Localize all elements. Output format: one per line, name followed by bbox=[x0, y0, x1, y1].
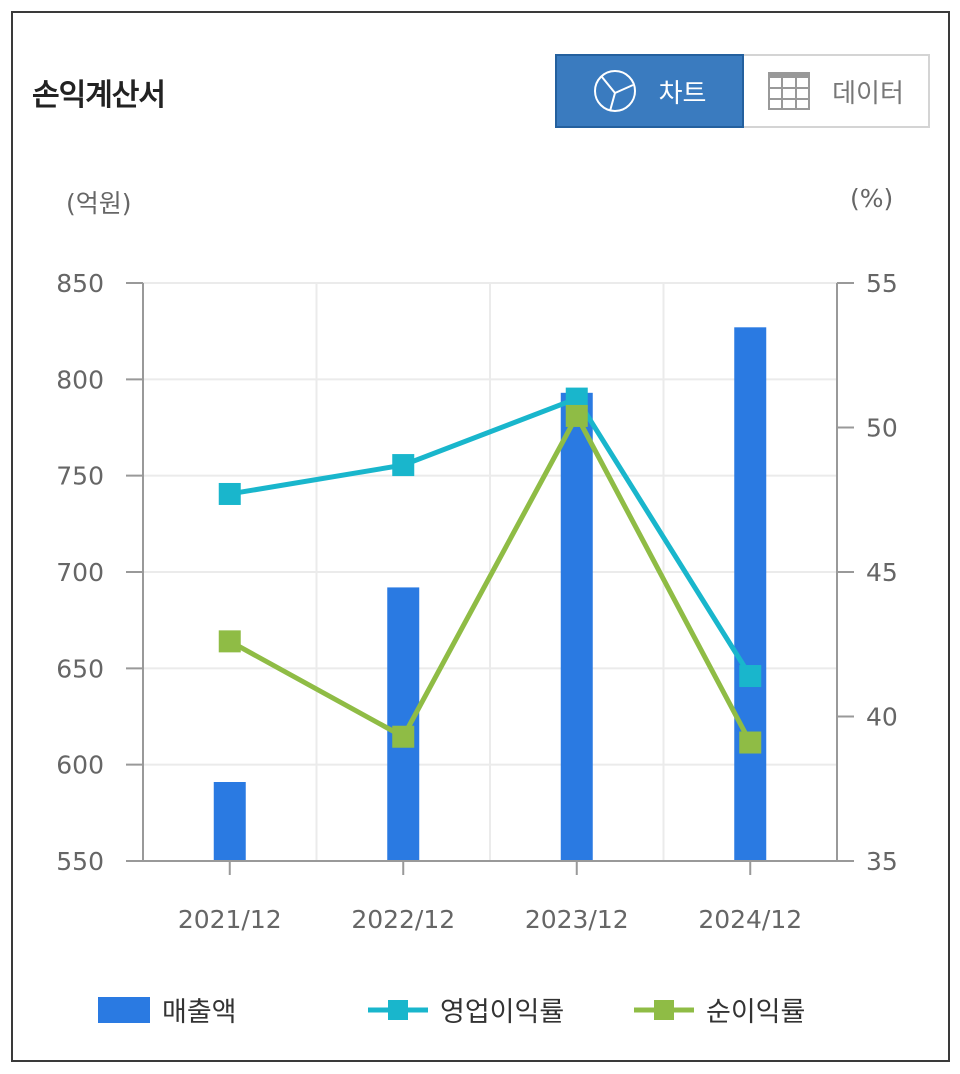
panel-frame bbox=[11, 11, 950, 1062]
left-tick-label: 850 bbox=[56, 269, 104, 298]
view-toggle: 차트 데이터 bbox=[555, 54, 930, 128]
op-margin-point bbox=[739, 665, 762, 688]
op-margin-line bbox=[229, 395, 753, 678]
right-axis-unit: (%) bbox=[850, 184, 894, 213]
x-tick-label: 2024/12 bbox=[698, 905, 802, 934]
right-tick-label: 40 bbox=[866, 703, 898, 732]
legend-item-op-margin: 영업이익률 bbox=[368, 990, 564, 1029]
data-view-label: 데이터 bbox=[832, 78, 904, 109]
left-tick-label: 600 bbox=[56, 751, 104, 780]
x-tick-label: 2021/12 bbox=[178, 905, 282, 934]
legend-label: 매출액 bbox=[162, 997, 237, 1028]
revenue-bar bbox=[387, 587, 420, 861]
chart-view-button[interactable]: 차트 bbox=[555, 54, 744, 128]
op-margin-point bbox=[392, 454, 415, 477]
chart-view-label: 차트 bbox=[658, 78, 707, 109]
left-tick-label: 800 bbox=[56, 365, 104, 394]
legend-swatch-line bbox=[634, 999, 694, 1020]
legend-item-net-margin: 순이익률 bbox=[634, 990, 805, 1029]
data-view-button[interactable]: 데이터 bbox=[744, 54, 930, 128]
op-margin-point bbox=[565, 387, 588, 410]
revenue-bar bbox=[213, 782, 246, 861]
legend-swatch-bar bbox=[98, 996, 150, 1023]
net-margin-point bbox=[218, 630, 241, 653]
right-tick-label: 55 bbox=[866, 269, 898, 298]
left-tick-label: 550 bbox=[56, 847, 104, 876]
table-grid-icon bbox=[768, 72, 811, 110]
left-tick-label: 700 bbox=[56, 558, 104, 587]
legend-label: 순이익률 bbox=[706, 997, 806, 1028]
left-axis-unit: (억원) bbox=[66, 189, 132, 218]
x-tick-label: 2022/12 bbox=[351, 905, 455, 934]
net-margin-point bbox=[565, 404, 588, 427]
right-tick-label: 35 bbox=[866, 847, 898, 876]
legend-item-revenue: 매출액 bbox=[98, 990, 237, 1029]
x-tick-label: 2023/12 bbox=[525, 905, 629, 934]
left-tick-label: 750 bbox=[56, 462, 104, 491]
right-tick-label: 50 bbox=[866, 414, 898, 443]
legend-swatch-line bbox=[368, 999, 428, 1020]
left-tick-label: 650 bbox=[56, 654, 104, 683]
pie-chart-icon bbox=[593, 70, 636, 112]
net-margin-line bbox=[228, 410, 753, 744]
net-margin-point bbox=[392, 725, 415, 748]
legend-label: 영업이익률 bbox=[440, 997, 565, 1028]
revenue-bar bbox=[734, 327, 767, 861]
op-margin-point bbox=[218, 482, 241, 505]
revenue-bar bbox=[560, 392, 593, 861]
page-title: 손익계산서 bbox=[32, 78, 166, 113]
net-margin-point bbox=[739, 731, 762, 754]
right-tick-label: 45 bbox=[866, 558, 898, 587]
